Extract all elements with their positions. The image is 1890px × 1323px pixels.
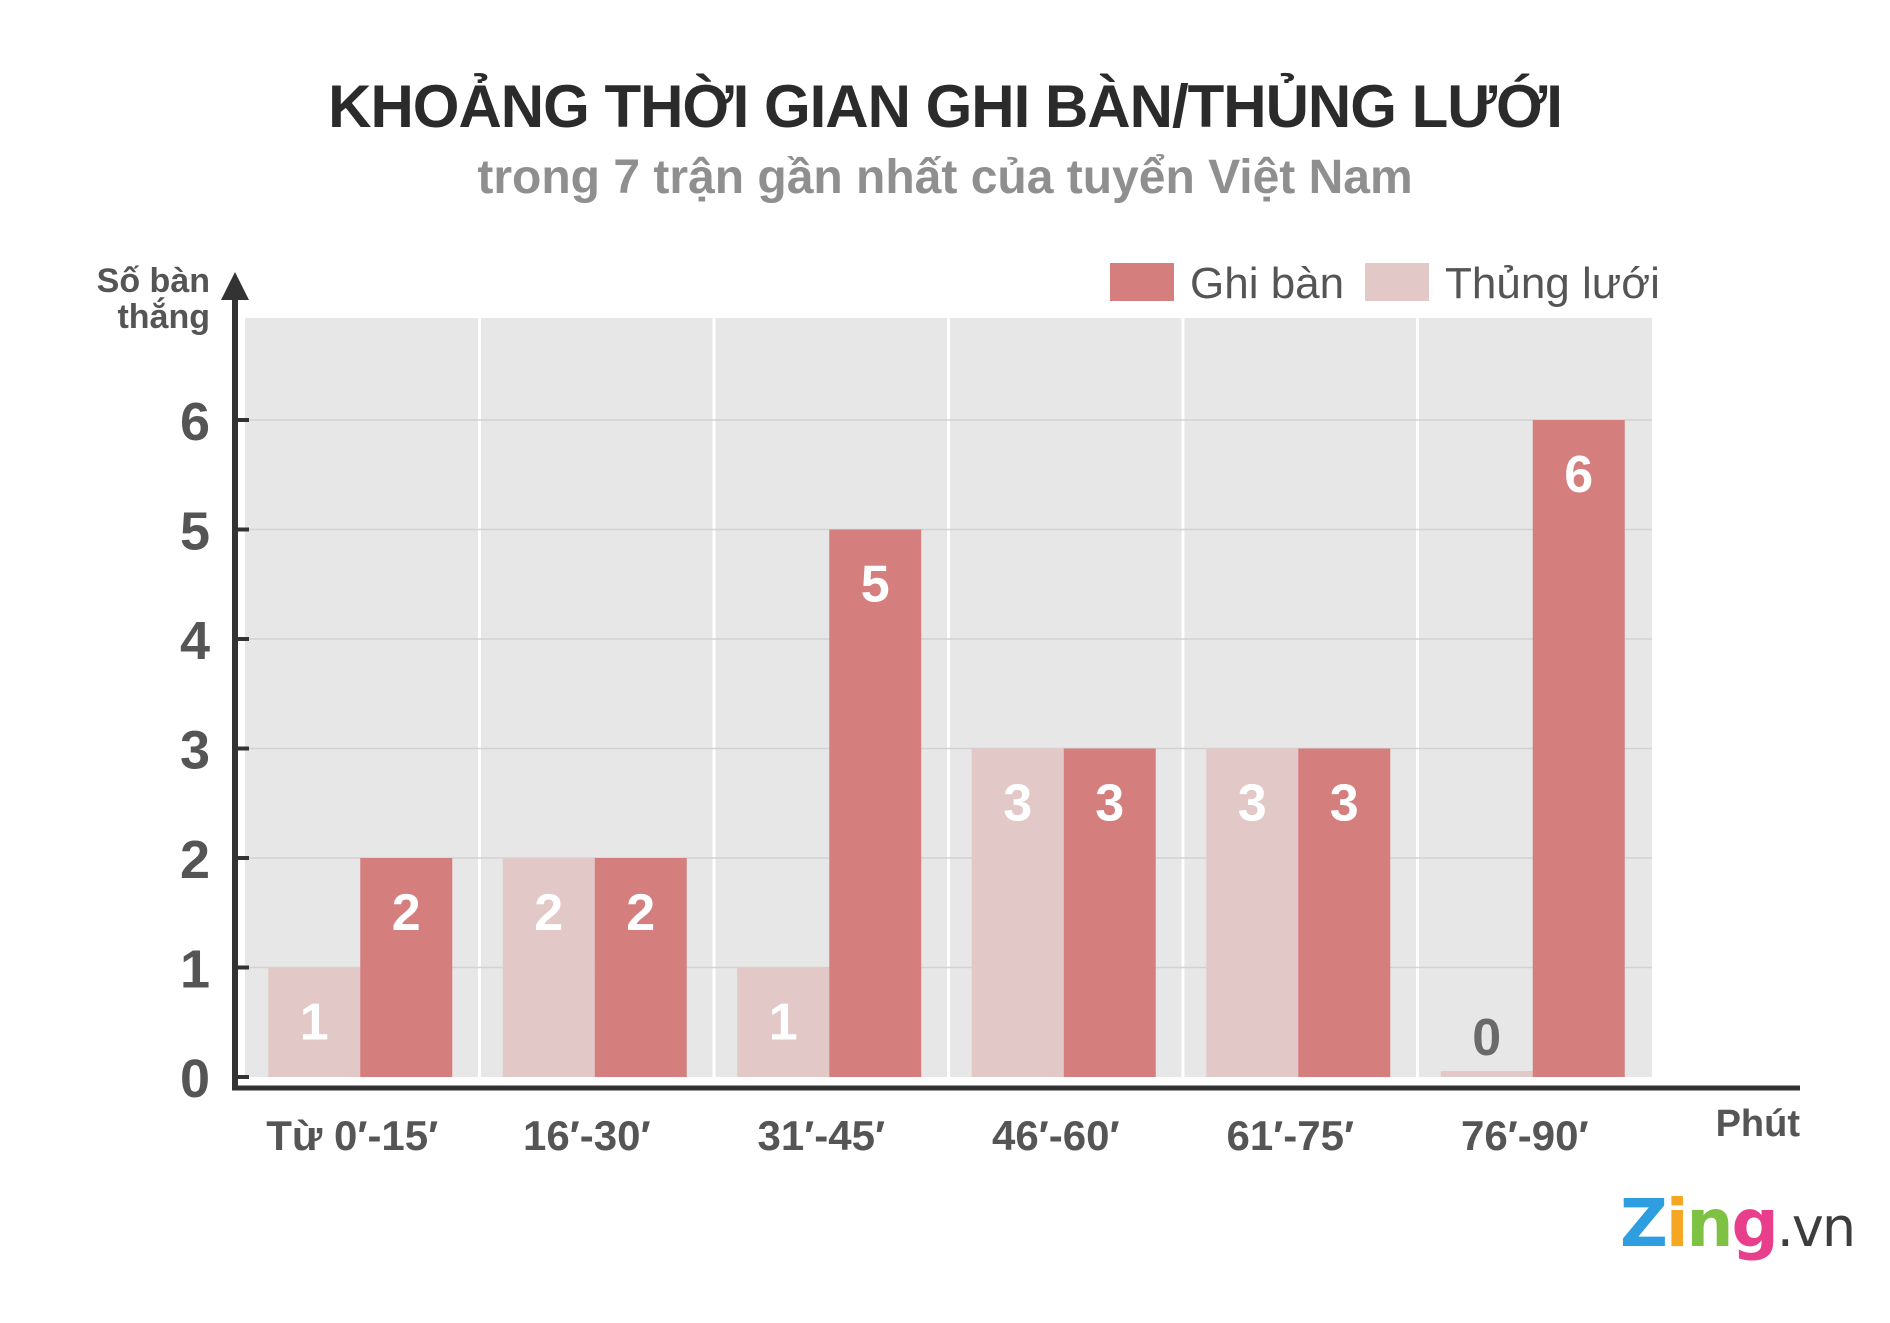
legend-swatch [1110,263,1174,301]
y-axis-arrow [221,272,249,300]
bar [737,967,830,1077]
y-tick-label: 5 [180,502,210,562]
bar [1532,420,1625,1077]
legend-label: Thủng lưới [1445,259,1660,308]
x-tick-label: 61′-75′ [1226,1112,1354,1159]
y-tick-label: 4 [180,611,210,671]
bar-value-label: 5 [861,556,890,614]
legend-label: Ghi bàn [1190,259,1344,308]
bar [594,858,687,1077]
bar-value-label: 6 [1564,446,1593,504]
bar [268,967,361,1077]
bar [360,858,453,1077]
bar [1440,1071,1533,1077]
y-tick-label: 1 [180,940,210,1000]
chart-title: KHOẢNG THỜI GIAN GHI BÀN/THỦNG LƯỚI [328,73,1563,140]
y-tick-label: 3 [180,721,210,781]
y-tick-label: 2 [180,830,210,890]
legend-swatch [1365,263,1429,301]
bar [502,858,595,1077]
bar-value-label: 2 [392,884,421,942]
y-axis-label: thắng [117,298,210,336]
bar [971,748,1064,1077]
bar-value-label: 2 [626,884,655,942]
bar-value-label: 3 [1238,775,1267,833]
bar-value-label: 2 [534,884,563,942]
y-axis-label: Số bàn [97,262,210,300]
bar-value-label: 1 [769,994,798,1052]
y-tick-label: 6 [180,392,210,452]
bar-value-label: 0 [1472,1009,1501,1067]
bar-value-label: 3 [1330,775,1359,833]
y-tick-label: 0 [180,1049,210,1109]
bar [829,529,922,1077]
x-tick-label: Từ 0′-15′ [266,1112,438,1159]
bar [1298,748,1391,1077]
x-tick-label: 76′-90′ [1461,1112,1589,1159]
bar-value-label: 3 [1003,775,1032,833]
zing-logo: Zing.vn [1620,1185,1856,1262]
bar [1063,748,1156,1077]
x-tick-label: 46′-60′ [992,1112,1120,1159]
x-axis-label: Phút [1716,1103,1801,1145]
chart-subtitle: trong 7 trận gần nhất của tuyển Việt Nam [477,151,1413,204]
x-tick-label: 31′-45′ [757,1112,885,1159]
bar [1206,748,1299,1077]
x-tick-label: 16′-30′ [523,1112,651,1159]
bar-value-label: 3 [1095,775,1124,833]
bar-value-label: 1 [300,994,329,1052]
